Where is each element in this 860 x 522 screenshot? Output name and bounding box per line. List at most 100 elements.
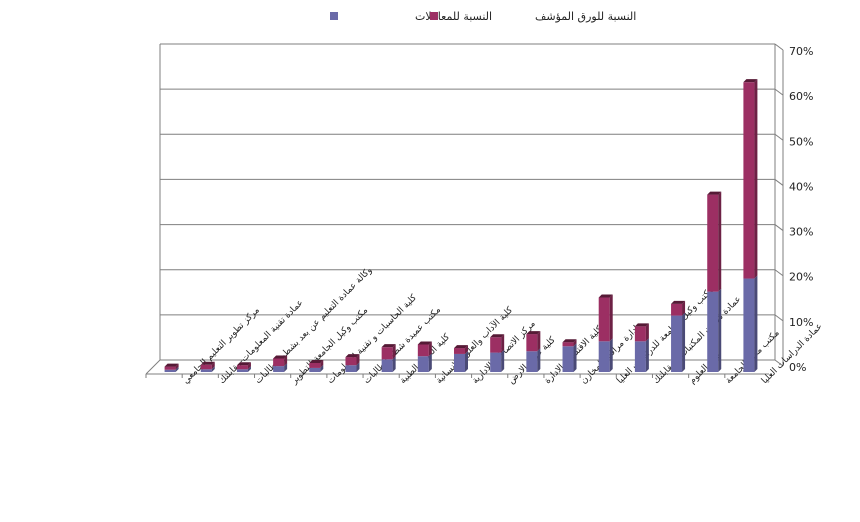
y-tick-label: 30%	[789, 226, 813, 239]
bar-segment-side-1	[573, 343, 577, 372]
gridline-side	[774, 314, 784, 322]
bar-segment-side-2	[392, 344, 396, 360]
bar-segment-side-1	[175, 366, 179, 372]
bar-segment-side-2	[754, 79, 758, 279]
bar-segment-side-2	[320, 359, 324, 368]
bar-segment-2	[417, 344, 429, 357]
bar-segment-side-2	[501, 334, 505, 353]
bar-segment-2	[345, 357, 357, 366]
bar-segment-side-2	[718, 191, 722, 292]
bar-segment-2	[381, 347, 393, 360]
bar-segment-side-1	[284, 363, 288, 372]
bar-segment-1	[562, 346, 574, 372]
legend-label-series-1: النسبة للمعاملات	[415, 10, 492, 23]
bar-segment-side-2	[609, 294, 613, 342]
bar-segment-1	[743, 278, 755, 372]
bar-segment-side-1	[609, 338, 613, 372]
bar-top	[454, 345, 468, 349]
bar-top	[345, 354, 360, 358]
bar-segment-2	[490, 337, 502, 353]
bar-segment-2	[743, 82, 755, 279]
bar-segment-1	[273, 366, 285, 372]
bar-top	[526, 331, 541, 335]
y-tick-label: 10%	[789, 316, 813, 329]
x-tick-label: عمادة الدراسات العليا	[760, 322, 825, 387]
gridline-side	[774, 43, 784, 51]
bar-segment-2	[236, 365, 248, 370]
bar-segment-1	[454, 353, 465, 372]
bar-top	[200, 361, 215, 365]
bar-segment-1	[526, 351, 538, 372]
bar-segment-side-2	[211, 361, 215, 370]
bar-segment-2	[598, 297, 610, 342]
bar-top	[273, 355, 288, 359]
y-tick-label: 0%	[789, 361, 806, 374]
y-tick-label: 50%	[789, 135, 813, 148]
bar-top	[707, 191, 722, 195]
bar-segment-2	[454, 348, 465, 354]
bar-segment-side-1	[428, 353, 432, 372]
bar-segment-1	[598, 341, 610, 372]
bar-top	[671, 300, 686, 304]
bar-segment-2	[309, 362, 321, 368]
bar-segment-side-2	[537, 331, 541, 352]
legend-label-series-2: النسبة للورق المؤشف	[535, 10, 636, 23]
y-tick-label: 70%	[789, 45, 813, 58]
bar-segment-1	[236, 369, 248, 372]
gridline-side	[774, 179, 784, 186]
y-tick-label: 20%	[789, 271, 813, 284]
bar-top	[743, 79, 758, 83]
chart-legend: النسبة للمعاملات النسبة للورق المؤشف	[330, 10, 636, 23]
bar-segment-side-1	[211, 366, 215, 372]
bar-segment-2	[634, 326, 646, 342]
floor-left-edge	[145, 359, 161, 375]
bar-segment-side-1	[754, 275, 758, 372]
bar-segment-side-2	[682, 300, 686, 316]
bar-segment-1	[707, 291, 719, 372]
bar-segment-side-1	[501, 349, 505, 372]
bar-segment-side-1	[356, 362, 360, 372]
bar-segment-side-1	[682, 312, 686, 372]
bar-segment-side-2	[428, 341, 432, 357]
bar-segment-2	[200, 364, 212, 370]
gridline-side	[774, 224, 784, 231]
bar-segment-2	[671, 303, 683, 316]
plot-area: 0%10%20%30%40%50%60%70%مركز تطوير التعلي…	[145, 43, 825, 387]
bar-segment-side-2	[175, 363, 179, 370]
bar-top	[164, 363, 179, 367]
bar-segment-side-1	[537, 348, 541, 372]
bar-segment-side-2	[356, 354, 360, 366]
bar-segment-1	[634, 341, 646, 372]
bar-top	[236, 362, 251, 366]
bar-segment-side-2	[284, 355, 288, 367]
bar-segment-side-1	[320, 364, 324, 372]
bar-segment-side-1	[392, 356, 396, 372]
bar-segment-side-2	[573, 339, 577, 347]
bar-segment-side-2	[465, 345, 468, 354]
bar-segment-1	[490, 352, 502, 372]
bar-top	[309, 359, 324, 363]
bar-segment-side-1	[718, 288, 722, 372]
bar-segment-1	[671, 315, 683, 372]
bar-segment-2	[164, 366, 176, 370]
bar-top	[562, 339, 577, 343]
bar-top	[634, 323, 649, 327]
gridline-side	[774, 359, 784, 367]
bar-segment-1	[164, 369, 176, 372]
gridline-side	[774, 133, 784, 141]
gridline-side	[774, 269, 784, 277]
bar-top	[381, 344, 396, 348]
bar-top	[417, 341, 432, 345]
bar-segment-2	[707, 194, 719, 292]
bar-segment-1	[200, 369, 212, 372]
legend-swatch-series-1	[330, 12, 338, 20]
bar-segment-1	[309, 367, 321, 372]
bar-segment-side-2	[247, 362, 251, 370]
bar-segment-1	[417, 356, 429, 372]
bar-segment-side-1	[247, 366, 251, 372]
bar-top	[490, 334, 505, 338]
gridline-side	[774, 88, 784, 96]
y-tick-label: 40%	[789, 180, 813, 193]
